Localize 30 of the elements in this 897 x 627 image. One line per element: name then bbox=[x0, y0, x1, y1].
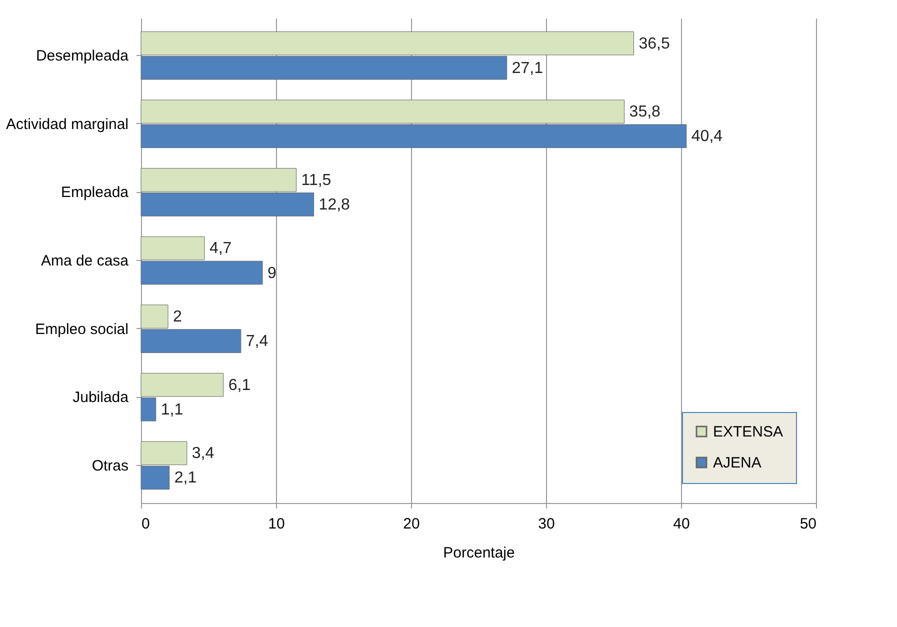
data-label: 2,1 bbox=[174, 470, 197, 487]
y-tick-label: Otras bbox=[92, 457, 128, 474]
data-label: 1,1 bbox=[160, 401, 184, 418]
data-label: 11,5 bbox=[301, 172, 332, 189]
y-tick-label: Jubilada bbox=[72, 389, 130, 406]
data-label: 4,7 bbox=[209, 240, 232, 258]
y-tick-label: Actividad marginal bbox=[6, 116, 128, 133]
x-tick-label: 0 bbox=[142, 516, 150, 532]
y-tick-label: Desempleada bbox=[36, 48, 130, 65]
data-label: 12,8 bbox=[318, 196, 350, 214]
data-label: 2 bbox=[173, 308, 182, 326]
data-label: 35,8 bbox=[629, 104, 661, 121]
legend-label: EXTENSA bbox=[713, 424, 784, 440]
data-label: 9 bbox=[268, 264, 276, 282]
x-tick-label: 40 bbox=[673, 516, 690, 532]
x-axis-title: Porcentaje bbox=[443, 544, 515, 562]
y-tick-label: Ama de casa bbox=[40, 252, 130, 270]
data-label: 40,4 bbox=[691, 128, 723, 146]
y-tick-label: Empleo social bbox=[35, 320, 128, 338]
x-tick-label: 10 bbox=[268, 516, 285, 532]
data-label: 6,1 bbox=[228, 376, 251, 394]
x-tick-label: 20 bbox=[403, 516, 420, 532]
data-label: 3,4 bbox=[192, 445, 214, 462]
x-tick-label: 30 bbox=[538, 516, 555, 532]
legend-label: AJENA bbox=[713, 454, 762, 472]
x-tick-label: 50 bbox=[800, 516, 816, 532]
data-label: 7,4 bbox=[246, 333, 268, 350]
data-label: 27,1 bbox=[512, 60, 544, 77]
y-tick-label: Empleada bbox=[60, 184, 130, 202]
data-label: 36,5 bbox=[638, 35, 670, 52]
